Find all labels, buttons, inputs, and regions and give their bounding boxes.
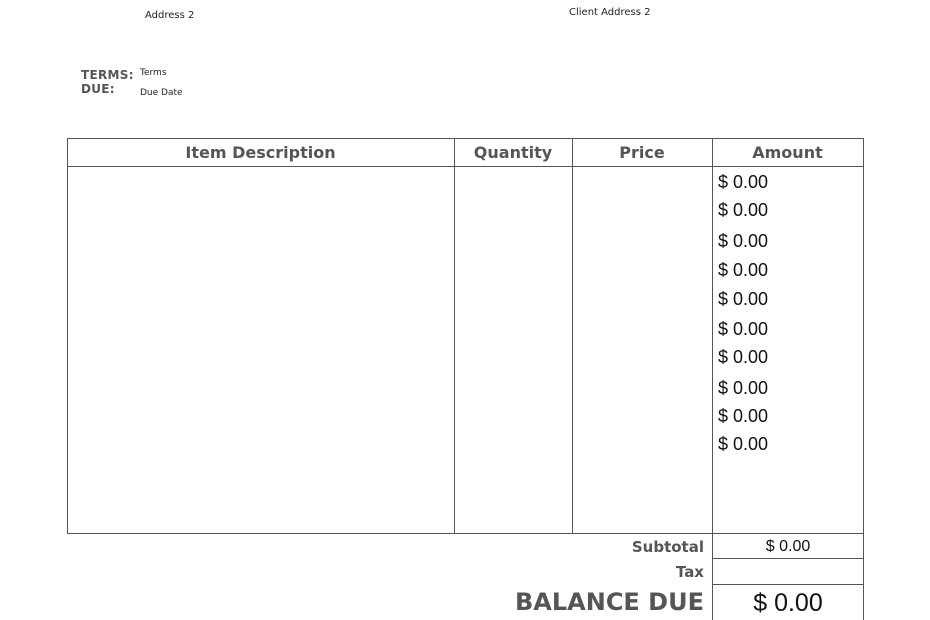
- amount-cell[interactable]: $ 0.00: [718, 200, 769, 220]
- amount-cell[interactable]: $ 0.00: [718, 434, 769, 454]
- column-header-quantity: Quantity: [473, 143, 553, 162]
- amount-cell[interactable]: $ 0.00: [718, 347, 769, 367]
- balance-due-label: BALANCE DUE: [515, 588, 704, 616]
- terms-label: TERMS:: [81, 68, 134, 82]
- due-date-field[interactable]: Due Date: [140, 88, 183, 98]
- amount-cell[interactable]: $ 0.00: [718, 378, 769, 398]
- column-header-price: Price: [619, 143, 665, 162]
- column-header-item-description: Item Description: [185, 143, 336, 162]
- subtotal-value: $ 0.00: [765, 538, 811, 555]
- amount-cell[interactable]: $ 0.00: [718, 319, 769, 339]
- address-2[interactable]: Address 2: [145, 10, 195, 21]
- tax-label: Tax: [675, 563, 704, 581]
- subtotal-label: Subtotal: [631, 538, 704, 556]
- balance-due-value: $ 0.00: [753, 589, 823, 617]
- amount-cell[interactable]: $ 0.00: [718, 289, 769, 309]
- terms-field[interactable]: Terms: [140, 68, 167, 78]
- amount-cell[interactable]: $ 0.00: [718, 231, 769, 251]
- column-header-amount: Amount: [752, 143, 823, 162]
- client-address-2[interactable]: Client Address 2: [569, 7, 651, 18]
- amount-cell[interactable]: $ 0.00: [718, 406, 769, 426]
- amount-cell[interactable]: $ 0.00: [718, 172, 769, 192]
- tax-field[interactable]: [713, 563, 863, 583]
- amount-cell[interactable]: $ 0.00: [718, 260, 769, 280]
- due-label: DUE:: [81, 82, 115, 96]
